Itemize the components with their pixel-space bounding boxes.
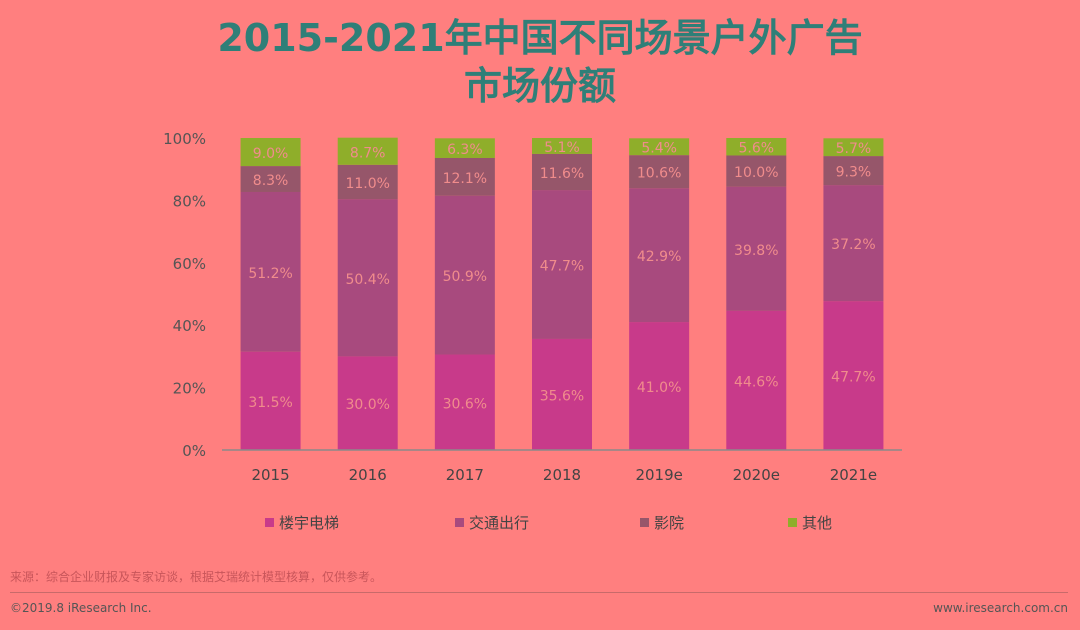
- bar-segment: [434, 157, 495, 196]
- data-label: 41.0%: [637, 380, 681, 396]
- legend-label: 交通出行: [469, 514, 529, 532]
- copyright-text: ©2019.8 iResearch Inc.: [10, 601, 152, 615]
- y-tick-label: 100%: [163, 130, 206, 148]
- data-label: 9.0%: [253, 146, 289, 162]
- data-label: 5.7%: [836, 141, 872, 157]
- legend-swatch: [640, 518, 649, 527]
- bar-segment: [240, 191, 301, 352]
- x-tick-label: 2019e: [635, 466, 682, 484]
- bar-segment: [629, 138, 690, 156]
- data-label: 42.9%: [637, 249, 681, 265]
- y-tick-label: 60%: [173, 255, 206, 273]
- bar-segment: [823, 301, 884, 450]
- data-label: 44.6%: [734, 374, 778, 390]
- bar-segment: [337, 164, 398, 200]
- y-tick-label: 0%: [182, 442, 206, 460]
- data-label: 8.7%: [350, 145, 386, 161]
- data-label: 6.3%: [447, 142, 483, 158]
- bar-segment: [823, 156, 884, 186]
- bar-segment: [532, 138, 592, 154]
- footer-divider: [10, 592, 1068, 593]
- chart-title-line2: 市场份额: [463, 64, 616, 108]
- legend-swatch: [455, 518, 464, 527]
- x-tick-label: 2016: [349, 466, 387, 484]
- data-label: 8.3%: [253, 173, 289, 189]
- bar-segment: [532, 338, 592, 450]
- bar-segment: [726, 186, 787, 311]
- bar-segment: [629, 155, 690, 189]
- website-link[interactable]: www.iresearch.com.cn: [933, 601, 1068, 615]
- stacked-bar-chart: 0% 20% 40% 60% 80% 100% 31.5% 51.2% 8.3% 9.0% 2015…: [163, 130, 902, 532]
- bar-segment: [726, 310, 787, 450]
- bar-segment: [823, 138, 884, 157]
- data-label: 12.1%: [443, 171, 487, 187]
- bar-segment: [629, 322, 690, 450]
- legend-label: 楼宇电梯: [279, 514, 339, 532]
- x-tick-label: 2021e: [830, 466, 877, 484]
- bar-segment: [434, 354, 495, 450]
- bar-segment: [726, 138, 787, 156]
- bar-segment: [532, 153, 592, 191]
- y-tick-label: 20%: [173, 380, 206, 398]
- x-tick-label: 2017: [446, 466, 484, 484]
- data-label: 11.0%: [345, 176, 389, 192]
- data-label: 10.6%: [637, 166, 681, 182]
- x-tick-label: 2015: [251, 466, 289, 484]
- x-tick-label: 2018: [543, 466, 581, 484]
- data-label: 5.4%: [641, 141, 677, 157]
- bar-segment: [240, 166, 301, 192]
- y-tick-label: 80%: [173, 192, 206, 210]
- data-label: 30.0%: [345, 397, 389, 413]
- data-label: 47.7%: [540, 259, 584, 275]
- chart-title-line1: 2015-2021年中国不同场景户外广告: [217, 16, 863, 60]
- data-label: 5.6%: [738, 141, 774, 157]
- data-label: 9.3%: [836, 165, 872, 181]
- bar-segment: [337, 137, 398, 165]
- data-label: 50.4%: [345, 272, 389, 288]
- data-label: 51.2%: [248, 266, 292, 282]
- chart-title: 2015-2021年中国不同场景户外广告 市场份额: [0, 14, 1080, 110]
- bar-segment: [240, 351, 301, 450]
- data-label: 39.8%: [734, 243, 778, 259]
- bar-segment: [532, 190, 592, 339]
- data-label: 50.9%: [443, 269, 487, 285]
- bar-segment: [434, 138, 495, 158]
- bar-segment: [337, 356, 398, 450]
- data-label: 11.6%: [540, 166, 584, 182]
- data-label: 31.5%: [248, 395, 292, 411]
- legend-swatch: [265, 518, 274, 527]
- bar-segment: [434, 195, 495, 355]
- legend-swatch: [788, 518, 797, 527]
- data-label: 30.6%: [443, 396, 487, 412]
- data-label: 10.0%: [734, 165, 778, 181]
- bar-segment: [240, 138, 301, 167]
- bar-segment: [823, 185, 884, 302]
- legend-label: 影院: [654, 514, 684, 532]
- x-tick-label: 2020e: [733, 466, 780, 484]
- legend-label: 其他: [802, 514, 832, 532]
- data-label: 37.2%: [831, 237, 875, 253]
- data-label: 47.7%: [831, 370, 875, 386]
- bar-segment: [726, 155, 787, 187]
- y-tick-label: 40%: [173, 317, 206, 335]
- bar-segment: [337, 199, 398, 357]
- data-label: 35.6%: [540, 388, 584, 404]
- bar-segment: [629, 188, 690, 323]
- data-label: 5.1%: [544, 140, 580, 156]
- source-note: 来源：综合企业财报及专家访谈，根据艾瑞统计模型核算，仅供参考。: [10, 570, 383, 584]
